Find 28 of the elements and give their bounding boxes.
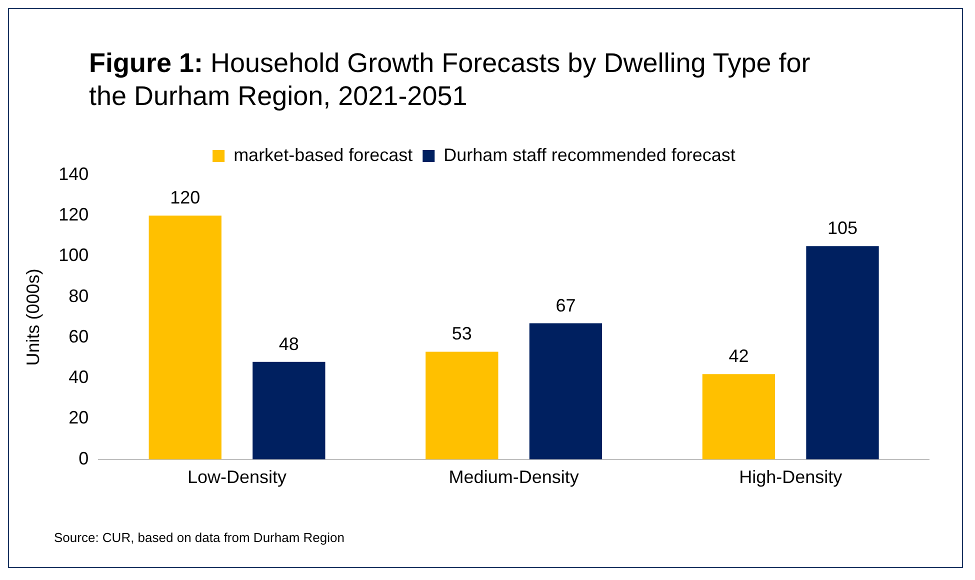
y-tick-label: 100 [58, 245, 89, 266]
data-label: 42 [728, 346, 749, 366]
bar [529, 323, 602, 460]
bar [148, 216, 222, 460]
y-tick-label: 20 [68, 408, 89, 428]
chart-title: Figure 1: Household Growth Forecasts by Dwelling Type for the Durham Region, 2021-2051 [88, 47, 812, 113]
data-label: 67 [556, 295, 576, 316]
y-tick-label: 80 [68, 286, 89, 306]
data-label: 53 [452, 324, 472, 344]
legend-label: market-based forecast [234, 144, 413, 165]
bar [806, 246, 879, 460]
data-label: 105 [827, 218, 858, 238]
y-tick-label: 40 [68, 367, 89, 388]
data-label: 48 [278, 334, 299, 354]
bar [426, 352, 498, 460]
x-tick-label: Medium-Density [448, 467, 579, 488]
y-tick-label: 120 [58, 204, 89, 225]
y-axis-title: Units (000s) [22, 268, 43, 366]
data-label: 120 [170, 188, 200, 208]
y-tick-label: 0 [78, 448, 89, 468]
y-tick-label: 60 [68, 326, 89, 346]
x-tick-label: High-Density [739, 467, 842, 488]
bar [702, 374, 776, 460]
x-tick-label: Low-Density [188, 467, 287, 488]
bar [252, 362, 326, 460]
source-note: Source: CUR, based on data from Durham Region [54, 530, 344, 545]
legend-label: Durham staff recommended forecast [444, 144, 736, 165]
y-tick-label: 140 [58, 164, 89, 184]
